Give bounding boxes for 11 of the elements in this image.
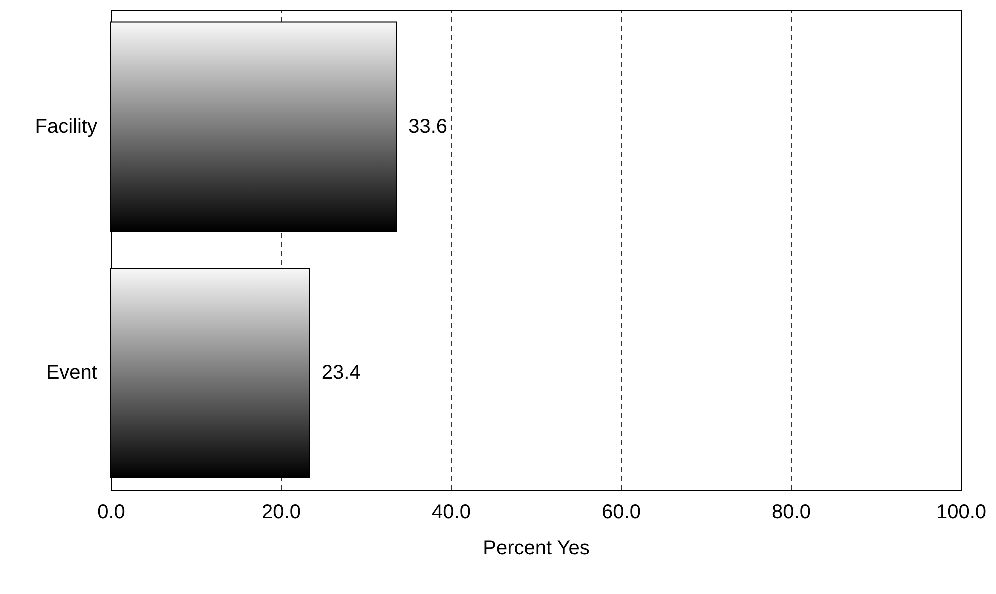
data-label: 23.4 [322, 362, 361, 384]
x-tick-label: 60.0 [602, 502, 641, 524]
x-axis-title: Percent Yes [483, 538, 590, 560]
y-tick-label: Event [46, 362, 98, 384]
y-tick-label: Facility [35, 116, 98, 138]
x-tick-label: 100.0 [936, 502, 987, 524]
x-tick-label: 20.0 [262, 502, 301, 524]
x-tick-label: 0.0 [98, 502, 126, 524]
x-tick-label: 40.0 [432, 502, 471, 524]
x-tick-label: 80.0 [772, 502, 811, 524]
data-label: 33.6 [408, 116, 448, 138]
